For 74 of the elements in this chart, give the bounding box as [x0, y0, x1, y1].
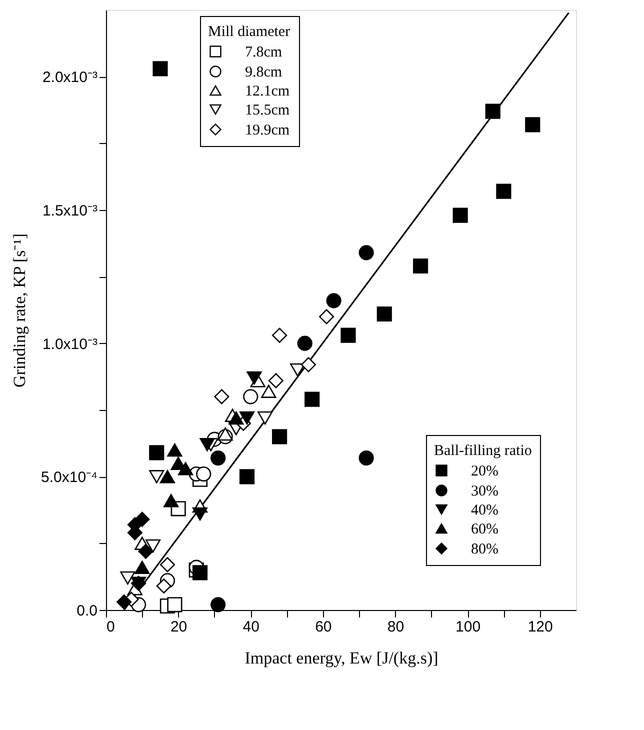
point: [326, 293, 342, 308]
point: [152, 61, 168, 76]
y-axis-title: Grinding rate, KP [s⁻¹]: [10, 234, 30, 388]
legend-label: 7.8cm: [245, 44, 282, 60]
legend-label: 30%: [471, 484, 498, 500]
point: [192, 507, 208, 521]
point: [412, 258, 428, 274]
point: [116, 594, 132, 610]
point: [164, 494, 179, 508]
point: [258, 411, 273, 425]
y-tick-label: 5.0x10⁻⁴: [41, 469, 98, 486]
point: [525, 117, 540, 132]
point: [167, 443, 182, 457]
legend-label: 20%: [471, 464, 498, 480]
point: [167, 597, 182, 612]
point: [358, 245, 374, 260]
point: [160, 557, 176, 572]
point: [178, 462, 194, 476]
point: [496, 184, 512, 199]
point: [120, 571, 136, 585]
x-tick-label: 60: [315, 618, 332, 636]
legend-label: 9.8cm: [245, 64, 282, 80]
point: [160, 470, 176, 484]
point: [290, 363, 306, 377]
point: [304, 392, 320, 407]
point: [210, 597, 226, 612]
y-tick-label: 2.0x10⁻³: [42, 69, 98, 86]
point: [358, 450, 374, 466]
point: [138, 544, 154, 559]
x-tick-label: 80: [387, 618, 404, 636]
y-tick-label: 0.0: [76, 602, 98, 620]
x-tick-label: 0: [106, 618, 115, 636]
point: [210, 450, 226, 466]
point: [239, 411, 255, 425]
point: [272, 328, 288, 343]
point: [340, 328, 356, 343]
legend-label: 60%: [471, 522, 498, 538]
x-tick-label: 40: [242, 618, 260, 636]
point: [246, 371, 262, 385]
x-tick-label: 100: [456, 618, 481, 636]
x-tick-label: 20: [170, 618, 188, 636]
y-tick-label: 1.5x10⁻³: [42, 202, 98, 220]
point: [376, 306, 392, 322]
point: [239, 469, 255, 484]
text: Mill diameter: [208, 24, 290, 40]
point: [261, 384, 276, 398]
point: [272, 429, 288, 444]
legend-label: 40%: [471, 502, 498, 518]
x-axis-title: Impact energy, Ew [J/(kg.s)]: [244, 648, 438, 668]
point: [149, 470, 164, 484]
legend-label: 15.5cm: [245, 102, 290, 118]
point: [485, 104, 500, 119]
point: [243, 389, 258, 404]
point: [145, 539, 161, 553]
legend-label: 19.9cm: [245, 122, 290, 138]
legend-label: 12.1cm: [245, 84, 290, 100]
point: [196, 466, 212, 482]
point: [228, 411, 244, 425]
point: [300, 357, 316, 372]
x-tick-label: 120: [528, 618, 553, 636]
point: [297, 336, 312, 351]
point: [192, 565, 208, 580]
point: [149, 445, 164, 460]
point: [200, 438, 215, 452]
point: [134, 560, 150, 574]
point: [156, 578, 172, 594]
text: Ball-filling ratio: [434, 443, 532, 459]
point: [268, 373, 284, 388]
y-tick-label: 1.0x10⁻³: [42, 336, 98, 353]
point: [214, 389, 230, 404]
point: [218, 427, 233, 441]
legend-label: 80%: [471, 542, 498, 558]
point: [318, 309, 334, 324]
point: [452, 208, 468, 223]
